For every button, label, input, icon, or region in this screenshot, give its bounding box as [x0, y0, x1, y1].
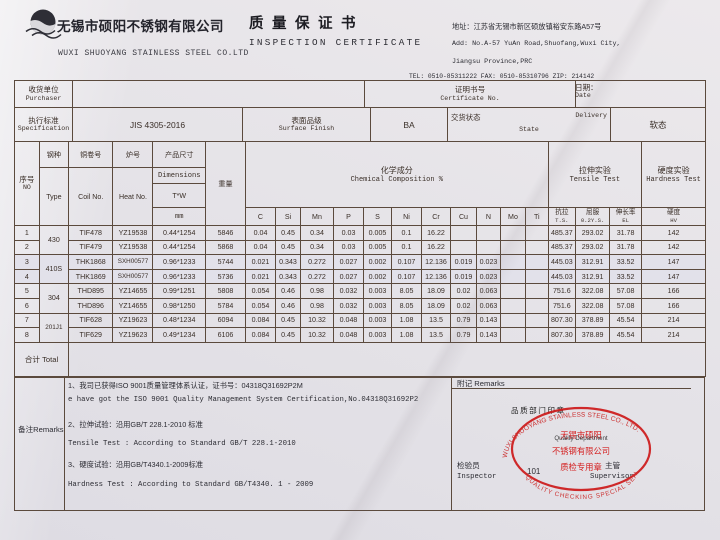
svg-text:QUALITY CHECKING SPECIAL SEAL: QUALITY CHECKING SPECIAL SEAL: [524, 469, 641, 501]
svg-text:质检专用章: 质检专用章: [560, 462, 602, 472]
svg-text:不锈钢有限公司: 不锈钢有限公司: [552, 446, 610, 456]
svg-text:Quality Department: Quality Department: [554, 435, 608, 442]
